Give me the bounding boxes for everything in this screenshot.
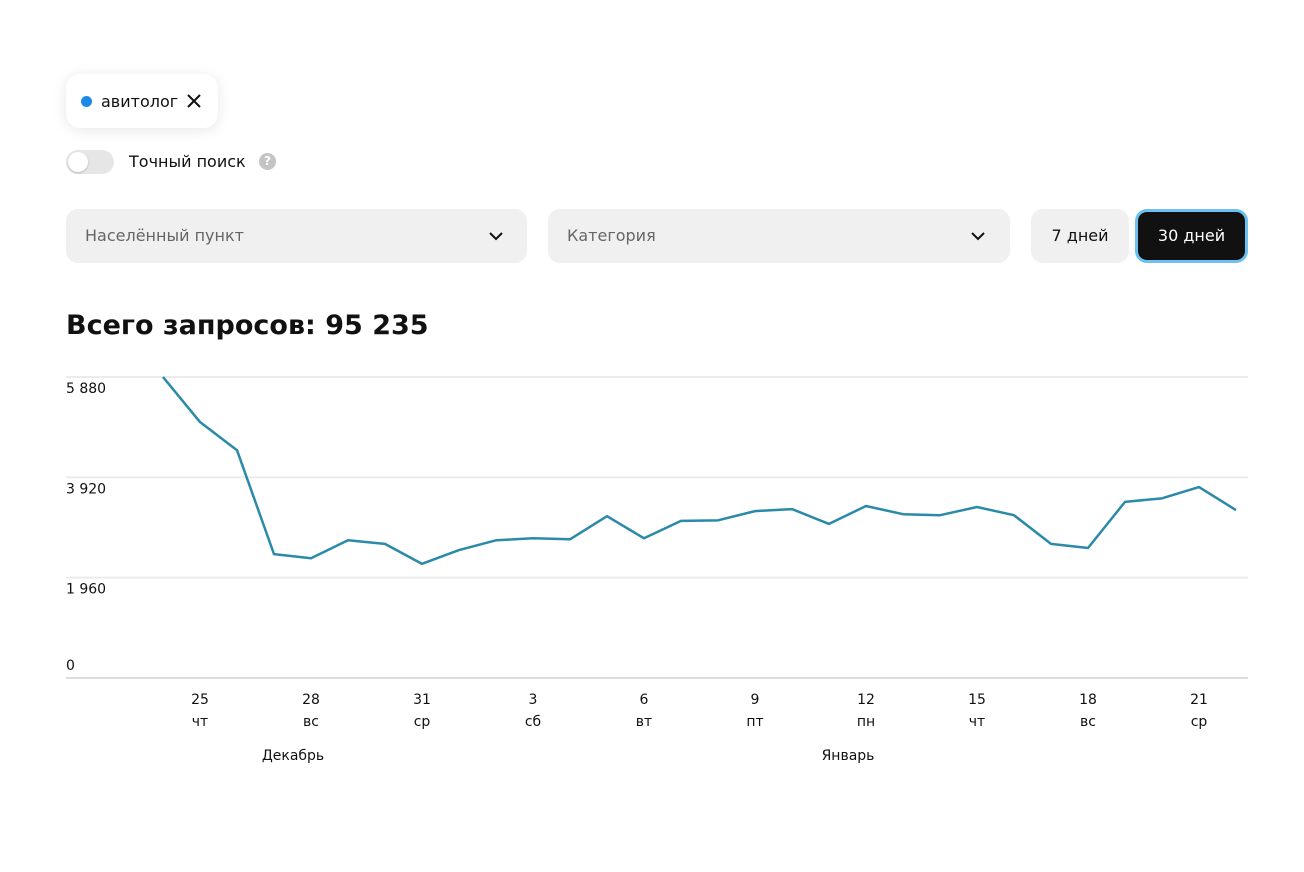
toggle-knob [68, 152, 88, 172]
y-tick-label: 5 880 [66, 381, 106, 397]
x-tick-weekday: сб [525, 714, 541, 730]
tag-label: авитолог [101, 91, 179, 111]
tag-remove[interactable] [186, 93, 202, 109]
x-tick-day: 12 [857, 692, 875, 708]
chart-title: Всего запросов: 95 235 [66, 310, 429, 341]
tag-dot [81, 95, 92, 107]
x-tick-day: 18 [1079, 692, 1097, 708]
x-tick-weekday: ср [414, 714, 431, 730]
x-tick-weekday: вс [1080, 714, 1096, 730]
x-tick-weekday: пт [746, 714, 763, 730]
y-tick-label: 0 [66, 658, 75, 674]
period-button[interactable]: 7 дней [1031, 209, 1129, 263]
x-tick-weekday: ср [1191, 714, 1208, 730]
x-tick-day: 9 [751, 692, 760, 708]
month-label: Январь [822, 748, 875, 764]
x-tick-weekday: чт [192, 714, 208, 730]
location-select[interactable]: Населённый пункт [66, 209, 527, 263]
exact-toggle[interactable] [66, 150, 114, 174]
month-label: Декабрь [262, 748, 324, 764]
x-tick-day: 15 [968, 692, 986, 708]
chevron [489, 232, 503, 241]
select-placeholder: Населённый пункт [85, 226, 244, 245]
x-tick-day: 6 [640, 692, 649, 708]
y-tick-label: 1 960 [66, 582, 106, 598]
x-tick-weekday: пн [857, 714, 875, 730]
select-placeholder: Категория [567, 226, 656, 245]
x-tick-day: 21 [1190, 692, 1208, 708]
x-tick-day: 25 [191, 692, 209, 708]
series-line [162, 376, 1237, 566]
x-tick-day: 28 [302, 692, 320, 708]
y-tick-label: 3 920 [66, 481, 106, 497]
x-tick-weekday: вс [303, 714, 319, 730]
x-tick-weekday: вт [636, 714, 652, 730]
chevron [971, 232, 985, 241]
x-tick-day: 3 [529, 692, 538, 708]
help-icon[interactable]: ? [259, 153, 276, 170]
x-tick-weekday: чт [969, 714, 985, 730]
toggle-label: Точный поиск [129, 152, 246, 171]
period-button-active[interactable]: 30 дней [1135, 209, 1248, 263]
x-tick-day: 31 [413, 692, 431, 708]
category-select[interactable]: Категория [548, 209, 1010, 263]
tag-chip[interactable]: авитолог [66, 74, 218, 128]
